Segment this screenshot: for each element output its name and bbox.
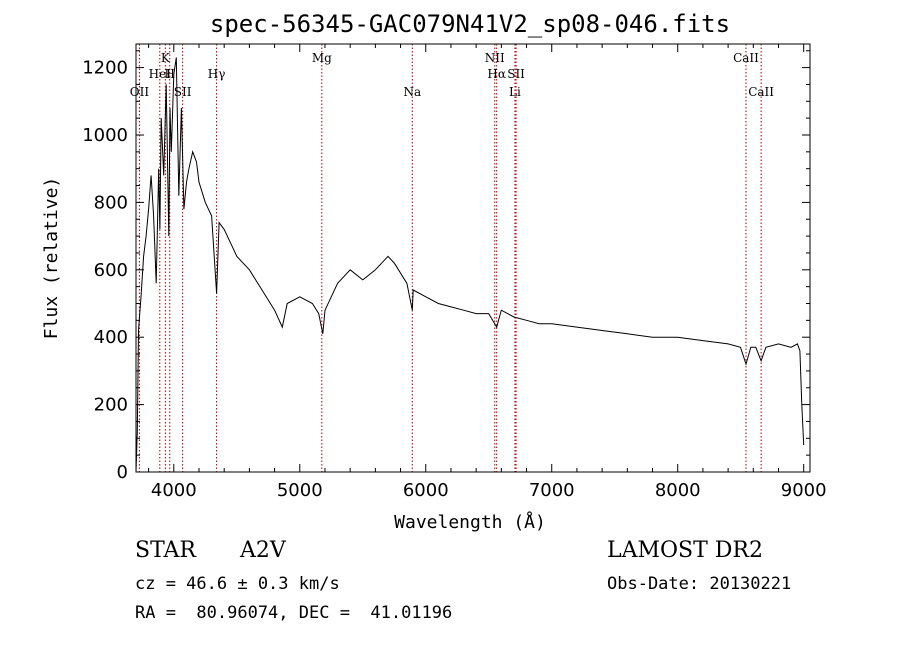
y-tick-label: 200: [94, 395, 128, 416]
y-axis-label: Flux (relative): [41, 177, 62, 340]
marker-label: Na: [403, 85, 421, 99]
x-tick-label: 7000: [529, 480, 575, 501]
chart-title: spec-56345-GAC079N41V2_sp08-046.fits: [210, 10, 730, 38]
marker-label: CaII: [748, 85, 774, 99]
redshift-cz: cz = 46.6 ± 0.3 km/s: [135, 574, 340, 594]
marker-label: CaII: [733, 51, 759, 65]
plot-frame: [135, 43, 811, 473]
object-subclass: A2V: [240, 538, 286, 563]
y-tick-label: 0: [117, 462, 128, 483]
y-tick-label: 1200: [82, 58, 128, 79]
observation-date: Obs-Date: 20130221: [607, 574, 792, 594]
x-tick-label: 9000: [781, 480, 827, 501]
y-tick-label: 600: [94, 260, 128, 281]
object-class: STAR: [135, 538, 196, 563]
marker-label: Li: [509, 85, 521, 99]
marker-label: HeI: [149, 67, 172, 81]
marker-label: Hα: [487, 67, 506, 81]
x-tick-label: 6000: [403, 480, 449, 501]
marker-label: K: [161, 51, 171, 65]
x-tick-label: 4000: [151, 480, 197, 501]
y-tick-label: 400: [94, 327, 128, 348]
x-axis-label: Wavelength (Å): [394, 511, 546, 533]
coordinates: RA = 80.96074, DEC = 41.01196: [135, 603, 453, 623]
y-tick-label: 800: [94, 192, 128, 213]
marker-label: Hγ: [208, 67, 226, 81]
x-tick-label: 8000: [655, 480, 701, 501]
marker-label: SII: [174, 85, 192, 99]
x-tick-label: 5000: [277, 480, 323, 501]
marker-label: OII: [130, 85, 150, 99]
spectrum-line: [135, 57, 805, 473]
marker-label: NII: [485, 51, 505, 65]
axis-ticks: 4000 5000 6000 7000 8000 9000 0 200 400 600 800 100…: [82, 44, 827, 501]
marker-label: H: [165, 67, 175, 81]
marker-label: SII: [507, 67, 525, 81]
survey-name: LAMOST DR2: [607, 538, 763, 563]
y-tick-label: 1000: [82, 125, 128, 146]
marker-label: Mg: [312, 51, 332, 65]
